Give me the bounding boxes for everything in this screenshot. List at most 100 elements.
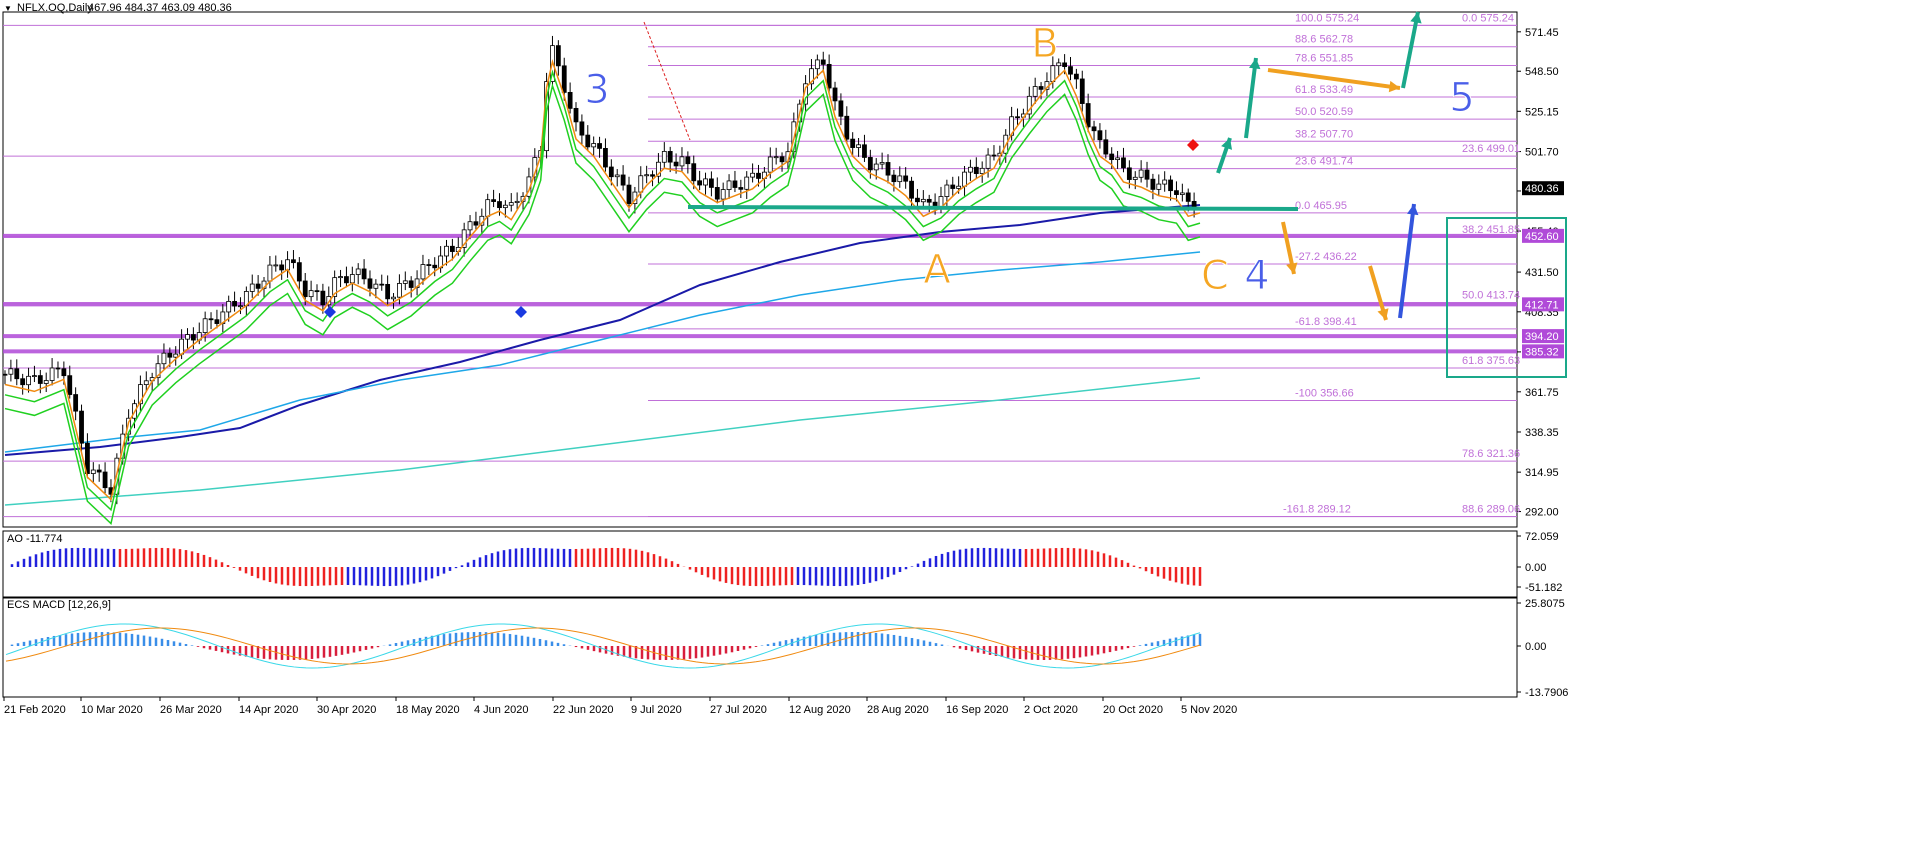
dashed-trend-line [643,21,691,141]
candle-body [697,180,703,186]
candle-body [249,283,255,292]
candle-body [644,174,650,177]
support-price-label: 452.60 [1525,231,1559,243]
fib-far-label: 23.6 499.01 [1462,143,1520,155]
candle-body [190,334,196,341]
time-tick-label: 9 Jul 2020 [631,704,682,716]
candle-body [185,334,190,340]
candle-body [137,384,143,405]
candle-body [844,115,850,140]
candle-body [43,380,49,384]
candle-body [614,174,620,178]
candle-body [1156,183,1162,190]
candle-body [573,107,579,123]
fib-label: 38.2 507.70 [1295,128,1353,140]
candle-body [1109,153,1115,161]
time-tick-label: 30 Apr 2020 [317,704,376,716]
support-price-box [1522,344,1564,359]
fib-label: -61.8 398.41 [1295,316,1357,328]
candle-body [638,175,644,193]
price-tick-label: 292.00 [1525,507,1559,519]
teal-arrow-3 [1401,11,1420,89]
candle-body [344,276,349,284]
candle-body [1144,169,1150,180]
candle-body [320,290,326,306]
fib-label: 61.8 533.49 [1295,84,1353,96]
candle-body [585,134,591,148]
candle-body [1068,66,1073,75]
candle-body [226,300,232,313]
time-tick-label: 16 Sep 2020 [946,704,1008,716]
candle-body [744,176,750,190]
candle-body [650,174,655,177]
fib-far-label: 50.0 413.74 [1462,290,1520,302]
wave-label-4: 4 [1244,253,1269,299]
macd-tick-label: -13.7906 [1525,687,1568,699]
macd-tick-label: 0.00 [1525,641,1546,653]
candle-body [232,300,237,307]
candle-body [826,63,832,89]
candle-body [485,199,491,217]
fib-label: 88.6 562.78 [1295,34,1353,46]
candle-body [1185,192,1191,202]
candle-body [1121,157,1126,169]
candle-body [962,171,967,187]
candle-body [491,199,496,202]
time-tick-label: 14 Apr 2020 [239,704,298,716]
candle-body [1115,157,1120,161]
candle-body [720,189,726,200]
candle-body [685,156,691,165]
fib-label: 0.0 465.95 [1295,200,1347,212]
fib-label: 78.6 551.85 [1295,52,1353,64]
candle-body [732,180,738,188]
candle-body [597,143,602,149]
candle-body [891,174,897,183]
candle-body [302,280,308,298]
candle-body [255,283,261,289]
candle-body [296,262,302,282]
candle-body [838,100,844,117]
candle-body [379,283,385,286]
candle-body [709,178,714,188]
teal-arrow-1-head [1221,138,1233,150]
candle-body [903,175,909,182]
candle-body [2,373,8,376]
candle-body [915,197,920,203]
candle-body [885,162,891,176]
candle-body [909,180,914,199]
macd-tick-label: 25.8075 [1525,598,1565,610]
teal-arrow-3-head [1410,12,1422,24]
candle-body [214,319,220,324]
candle-body [1097,130,1103,141]
header-arrow-icon: ▼ [4,4,12,13]
candle-body [143,380,149,386]
candle-body [273,264,279,267]
candle-body [1179,192,1185,195]
candle-body [208,318,214,321]
candle-body [449,245,455,252]
candle-body [691,163,697,182]
candle-body [1150,178,1156,190]
candle-body [814,59,820,70]
candle-body [809,68,814,85]
ema-orange-line [4,59,1201,501]
support-price-box [1522,228,1564,243]
candle-body [862,144,867,158]
candle-body [897,175,903,183]
wave-label-B: B [1031,21,1058,67]
candle-body [408,280,414,288]
candle-body [279,264,285,271]
candle-body [267,264,273,282]
candle-body [979,167,985,174]
candle-body [667,151,673,163]
candle-body [567,91,573,109]
orange-arrow-right [1267,68,1401,90]
candle-body [1032,86,1038,97]
candle-body [1085,103,1091,128]
candle-body [385,283,391,300]
teal-arrow-2-head [1248,58,1261,70]
candle-body [991,154,997,157]
time-tick-label: 10 Mar 2020 [81,704,143,716]
fib-far-label: 0.0 575.24 [1462,12,1514,24]
